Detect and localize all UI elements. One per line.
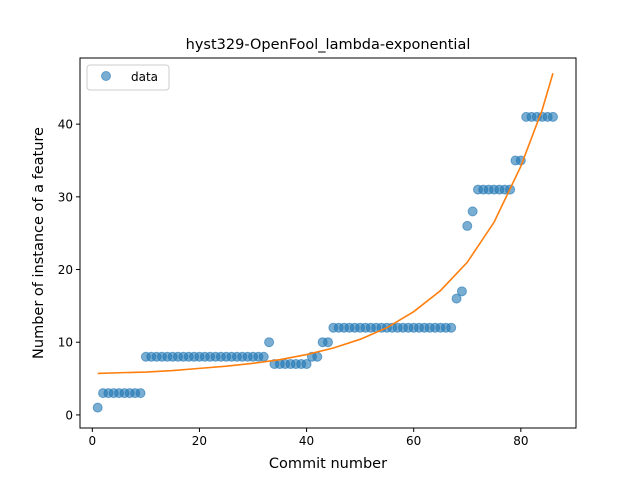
data-point [547, 111, 558, 122]
data-point [451, 293, 462, 304]
y-axis: 0 10 20 30 40 [58, 118, 80, 422]
data-point [446, 322, 457, 333]
x-tick-label: 80 [513, 434, 528, 448]
data-point [301, 359, 312, 370]
x-axis-label: Commit number [269, 456, 387, 472]
y-tick-label: 0 [65, 408, 73, 422]
plot-frame [79, 57, 577, 429]
y-tick-label: 40 [58, 118, 73, 132]
data-point [462, 220, 473, 231]
legend-marker-data [101, 71, 111, 81]
legend: data [86, 64, 170, 91]
x-tick-label: 60 [406, 434, 421, 448]
y-axis-label: Number of instance of a feature [31, 127, 47, 359]
y-tick-label: 20 [58, 263, 73, 277]
data-point [323, 337, 333, 348]
data-point [312, 351, 323, 362]
data-point [467, 206, 478, 217]
data-point [92, 402, 103, 413]
legend-label-data: data [131, 70, 158, 84]
y-tick-label: 10 [58, 336, 73, 350]
chart-title: hyst329-OpenFool_lambda-exponential [186, 37, 471, 53]
data-point [456, 286, 467, 297]
x-tick-label: 40 [299, 434, 314, 448]
x-axis: 0 20 40 60 80 [88, 428, 528, 448]
fit-line [97, 73, 554, 375]
y-tick-label: 30 [58, 190, 73, 204]
data-point [264, 337, 275, 348]
x-tick-label: 0 [88, 434, 96, 448]
data-point [258, 351, 269, 362]
x-tick-label: 20 [192, 434, 207, 448]
plot-layer [92, 73, 558, 413]
data-point [135, 388, 146, 399]
